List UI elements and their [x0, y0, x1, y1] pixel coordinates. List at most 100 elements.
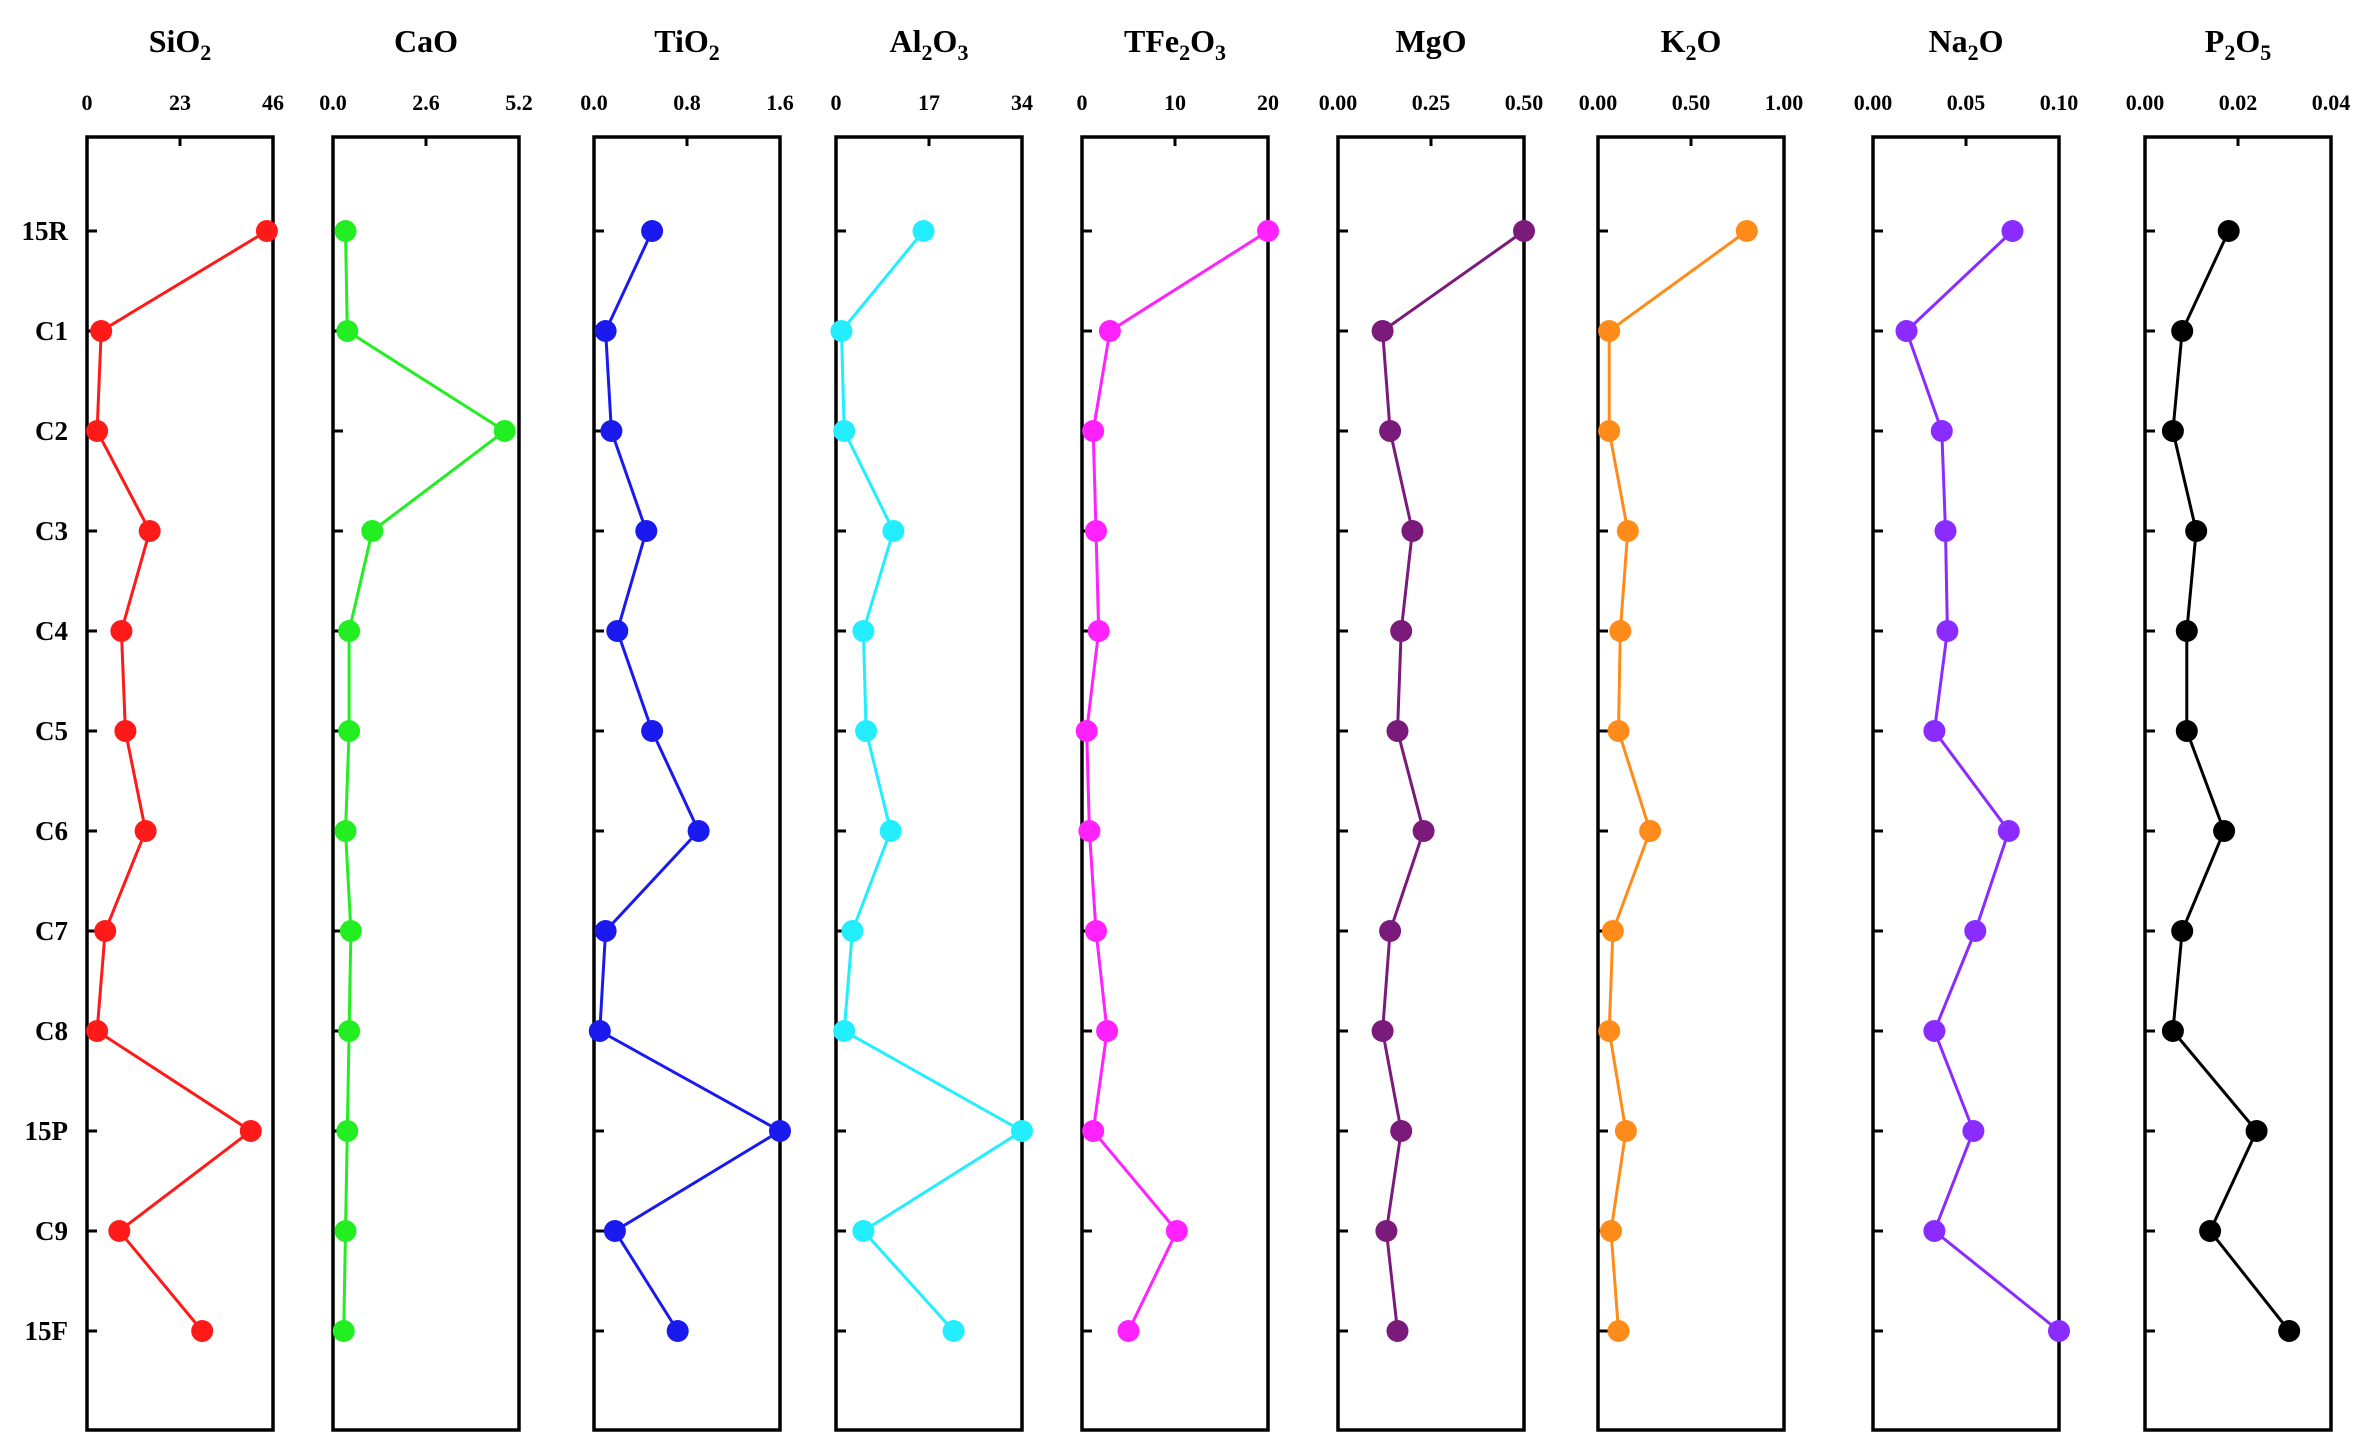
data-point-na2o-15f	[2048, 1320, 2070, 1342]
series-line-k2o	[1607, 229, 1748, 1332]
x-tick-label-mgo-1: 0.25	[1412, 90, 1451, 115]
series-line-na2o	[1904, 229, 2060, 1333]
data-point-na2o-c4	[1936, 620, 1959, 642]
data-point-tio2-c1	[594, 320, 617, 342]
x-tick-label-na2o-0: 0.00	[1854, 90, 1893, 115]
data-point-sio2-c6	[134, 820, 157, 842]
panel-frame-al2o3	[834, 135, 1024, 1432]
data-point-cao-c7	[339, 920, 362, 942]
data-point-tfe2o3-c4	[1087, 620, 1110, 642]
data-point-tfe2o3-c2	[1082, 420, 1105, 442]
panel-sio2: SiO2 0 23 46	[82, 23, 284, 1432]
x-tick-label-k2o-2: 1.00	[1765, 90, 1804, 115]
data-point-cao-c4	[338, 620, 361, 642]
data-point-tio2-c3	[635, 520, 658, 542]
data-point-na2o-c9	[1923, 1220, 1946, 1242]
data-point-tfe2o3-c9	[1165, 1220, 1188, 1242]
series-line-al2o3	[839, 230, 1025, 1333]
panel-frame-mgo	[1336, 135, 1526, 1432]
data-point-tfe2o3-c8	[1096, 1020, 1119, 1042]
data-point-sio2-c5	[114, 720, 137, 742]
data-point-sio2-15r	[255, 220, 278, 242]
data-point-p2o5-c9	[2199, 1220, 2222, 1242]
data-point-cao-c1	[336, 320, 359, 342]
data-point-al2o3-c3	[882, 520, 905, 542]
data-point-na2o-c5	[1923, 720, 1946, 742]
data-point-cao-c9	[334, 1220, 357, 1242]
x-tick-label-p2o5-0: 0.00	[2126, 90, 2165, 115]
panel-title-sio2: SiO2	[149, 23, 212, 65]
panel-frame-k2o	[1596, 135, 1786, 1432]
data-point-al2o3-c8	[833, 1020, 856, 1042]
data-point-tfe2o3-15r	[1257, 220, 1279, 242]
x-tick-label-p2o5-1: 0.02	[2219, 90, 2258, 115]
sample-label-c7: C7	[35, 916, 68, 946]
data-point-k2o-c4	[1609, 620, 1632, 642]
data-point-cao-15f	[332, 1320, 355, 1342]
data-point-sio2-c7	[94, 920, 117, 942]
data-point-k2o-c1	[1598, 320, 1621, 342]
data-point-p2o5-c2	[2161, 420, 2184, 442]
data-point-al2o3-c4	[852, 620, 875, 642]
data-point-al2o3-15p	[1011, 1120, 1033, 1142]
data-point-al2o3-c7	[841, 920, 864, 942]
panel-frame-p2o5	[2143, 135, 2333, 1432]
panel-title-p2o5: P2O5	[2205, 23, 2271, 65]
data-point-mgo-15p	[1390, 1120, 1413, 1142]
data-point-k2o-c9	[1600, 1220, 1622, 1242]
data-point-p2o5-c7	[2171, 920, 2194, 942]
series-line-p2o5	[2171, 230, 2291, 1332]
data-point-mgo-c9	[1375, 1220, 1398, 1242]
sample-label-c2: C2	[35, 416, 68, 446]
panel-title-cao: CaO	[394, 23, 458, 59]
series-line-mgo	[1381, 229, 1525, 1332]
data-point-p2o5-c1	[2171, 320, 2194, 342]
data-point-tio2-15f	[666, 1320, 689, 1342]
data-point-p2o5-15p	[2245, 1120, 2268, 1142]
data-point-tio2-c8	[588, 1020, 611, 1042]
x-tick-label-na2o-2: 0.10	[2040, 90, 2079, 115]
data-point-na2o-c2	[1930, 420, 1953, 442]
data-point-mgo-15f	[1386, 1320, 1409, 1342]
data-point-al2o3-c1	[830, 320, 853, 342]
data-point-k2o-15f	[1607, 1320, 1630, 1342]
panel-frame-cao	[331, 135, 521, 1432]
data-point-mgo-15r	[1513, 220, 1535, 242]
panel-tio2: TiO2 0.0 0.8 1.6	[580, 23, 794, 1432]
data-point-k2o-c7	[1601, 920, 1624, 942]
data-point-tfe2o3-c3	[1085, 520, 1107, 542]
data-point-sio2-15p	[239, 1120, 262, 1142]
panel-frame-tfe2o3	[1080, 135, 1270, 1432]
data-point-na2o-c8	[1923, 1020, 1946, 1042]
data-point-p2o5-c3	[2185, 520, 2208, 542]
data-point-na2o-c3	[1934, 520, 1957, 542]
series-line-sio2	[95, 229, 268, 1332]
x-tick-label-cao-0: 0.0	[319, 90, 347, 115]
x-tick-label-tfe2o3-0: 0	[1077, 90, 1088, 115]
data-point-cao-c6	[334, 820, 357, 842]
data-point-al2o3-c9	[852, 1220, 875, 1242]
sample-label-15p: 15P	[25, 1116, 69, 1146]
data-point-cao-c3	[361, 520, 384, 542]
data-point-k2o-15p	[1614, 1120, 1637, 1142]
x-tick-label-k2o-1: 0.50	[1672, 90, 1711, 115]
data-point-p2o5-c5	[2175, 720, 2198, 742]
data-point-al2o3-c6	[879, 820, 902, 842]
panel-tfe2o3: TFe2O3 0 10 20	[1075, 23, 1279, 1432]
x-tick-label-sio2-2: 46	[262, 90, 284, 115]
panel-al2o3: Al2O3 0 17 34	[830, 23, 1033, 1432]
sample-label-c9: C9	[35, 1216, 68, 1246]
panel-frame-tio2	[592, 135, 782, 1432]
x-tick-label-mgo-0: 0.00	[1319, 90, 1358, 115]
data-point-al2o3-15f	[942, 1320, 965, 1342]
data-point-mgo-c7	[1379, 920, 1402, 942]
data-point-tfe2o3-c1	[1098, 320, 1121, 342]
series-line-cao	[342, 230, 508, 1332]
data-point-na2o-c1	[1895, 320, 1918, 342]
panel-mgo: MgO 0.00 0.25 0.50	[1319, 23, 1543, 1432]
data-point-mgo-c4	[1390, 620, 1413, 642]
sample-label-c5: C5	[35, 716, 68, 746]
data-point-k2o-c5	[1607, 720, 1630, 742]
x-tick-label-al2o3-0: 0	[831, 90, 842, 115]
